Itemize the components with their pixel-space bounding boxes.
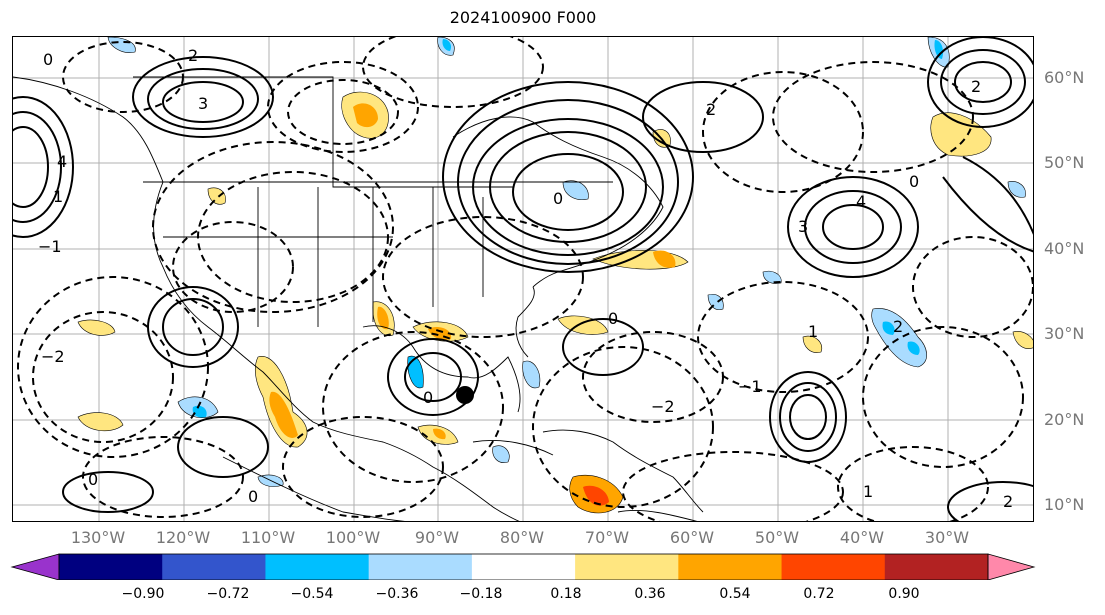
colorbar-tick-label: 0.72 <box>803 586 835 602</box>
contour-label: 0 <box>909 172 919 191</box>
lat-label: 60°N <box>1044 68 1085 87</box>
colorbar <box>10 553 1036 580</box>
colorbar-tick-label: −0.72 <box>206 586 250 602</box>
colorbar-tick-label: 0.54 <box>719 586 751 602</box>
map-canvas: 0 2 3 4 1 −1 −2 0 2 3 0 4 2 0 2 −2 0 1 −… <box>13 37 1033 521</box>
contour-label: 1 <box>808 322 818 341</box>
colorbar-tick-label: 0.90 <box>888 586 920 602</box>
lon-label: 120°W <box>155 528 211 547</box>
contour-label: −2 <box>651 397 675 416</box>
colorbar-segment <box>368 554 473 580</box>
lon-label: 70°W <box>584 528 630 547</box>
colorbar-tick-label: −0.54 <box>290 586 334 602</box>
contour-label: 0 <box>88 470 98 489</box>
colorbar-tick-label: −0.90 <box>121 586 165 602</box>
storm-marker <box>456 386 474 404</box>
lon-label: 90°W <box>414 528 460 547</box>
colorbar-segment <box>678 554 783 580</box>
map-frame: 0 2 3 4 1 −1 −2 0 2 3 0 4 2 0 2 −2 0 1 −… <box>12 36 1034 522</box>
coastlines <box>13 76 704 521</box>
contour-label: −2 <box>41 347 65 366</box>
map-title: 2024100900 F000 <box>449 8 597 27</box>
lat-label: 30°N <box>1044 324 1085 343</box>
colorbar-segment <box>265 554 370 580</box>
contour-label: 3 <box>198 94 208 113</box>
colorbar-tick-label: 0.18 <box>550 586 582 602</box>
lon-label: 100°W <box>325 528 381 547</box>
lon-label: 130°W <box>70 528 126 547</box>
contour-label: 4 <box>57 152 67 171</box>
colorbar-tick-label: −0.36 <box>375 586 419 602</box>
colorbar-arrow-high <box>987 553 1036 580</box>
contour-label: 2 <box>1003 492 1013 511</box>
lat-label: 20°N <box>1044 410 1085 429</box>
colorbar-segment <box>575 554 679 580</box>
colorbar-tick-label: 0.36 <box>634 586 666 602</box>
contour-label: 1 <box>53 187 63 206</box>
colorbar-segment <box>884 554 989 580</box>
lon-label: 40°W <box>839 528 885 547</box>
contour-label: −1 <box>38 237 62 256</box>
contour-label: 2 <box>188 46 198 65</box>
contour-label: 2 <box>706 100 716 119</box>
contour-label: 0 <box>43 50 53 69</box>
contour-label: −1 <box>738 377 762 396</box>
contour-label: 1 <box>863 482 873 501</box>
contour-label: 3 <box>798 217 808 236</box>
contour-label: 4 <box>856 192 866 211</box>
lat-label: 50°N <box>1044 153 1085 172</box>
lat-label: 40°N <box>1044 239 1085 258</box>
lon-label: 60°W <box>669 528 715 547</box>
contour-label: 0 <box>553 189 563 208</box>
colorbar-segment <box>162 554 266 580</box>
contour-label: 0 <box>423 388 433 407</box>
colorbar-tick-label: −0.18 <box>459 586 503 602</box>
dashed-contours <box>17 37 1033 521</box>
contour-label: 2 <box>971 77 981 96</box>
colorbar-segment <box>781 554 886 580</box>
lon-label: 80°W <box>499 528 545 547</box>
solid-contours <box>13 37 1033 521</box>
contour-label: 0 <box>248 487 258 506</box>
lon-label: 30°W <box>924 528 970 547</box>
contour-label: 0 <box>608 309 618 328</box>
colorbar-segment <box>471 554 576 580</box>
colorbar-arrow-low <box>10 553 60 580</box>
lon-label: 110°W <box>240 528 296 547</box>
contour-label-layer: 0 2 3 4 1 −1 −2 0 2 3 0 4 2 0 2 −2 0 1 −… <box>38 46 1013 511</box>
colorbar-frame <box>58 553 989 580</box>
contour-label: 2 <box>893 317 903 336</box>
shading-patches <box>77 37 1033 514</box>
lon-label: 50°W <box>754 528 800 547</box>
lat-label: 10°N <box>1044 495 1085 514</box>
colorbar-segment <box>59 554 163 580</box>
colorbar-segments <box>10 553 1036 580</box>
